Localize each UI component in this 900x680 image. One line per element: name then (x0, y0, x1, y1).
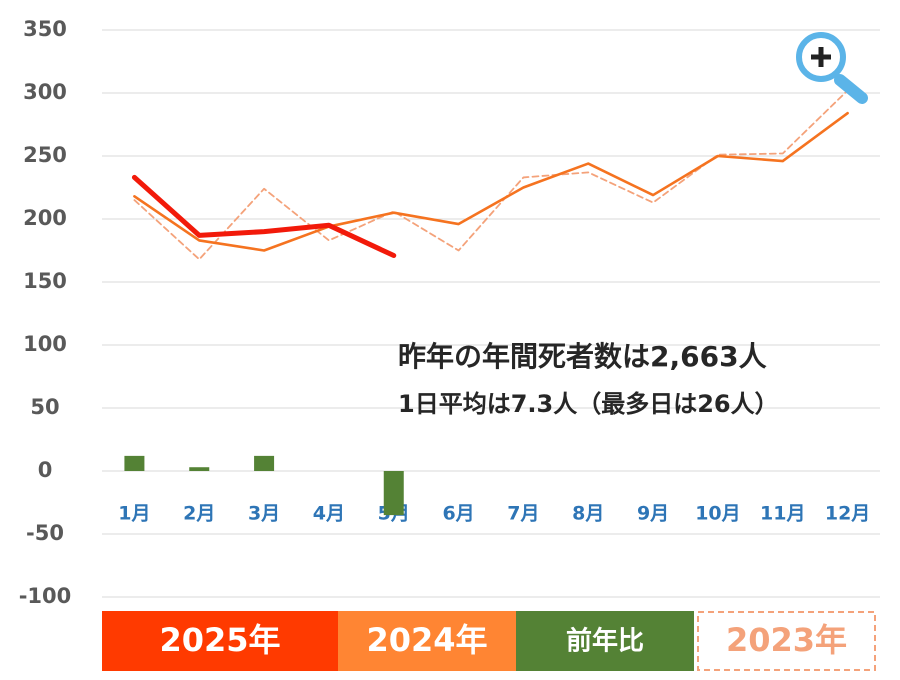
x-tick-label: 8月 (572, 503, 604, 525)
bar (124, 455, 145, 471)
x-tick-label: 1月 (118, 503, 150, 525)
bar (383, 471, 404, 516)
y-tick-label: 50 (30, 395, 59, 419)
legend-label: 2024年 (366, 621, 487, 659)
x-tick-label: 9月 (637, 503, 669, 525)
y-tick-label: -100 (19, 584, 72, 608)
bar (189, 467, 210, 471)
zoom-icon[interactable] (796, 32, 868, 104)
annotation: 1日平均は7.3人（最多日は26人） (398, 390, 779, 418)
legend-label: 2023年 (726, 621, 847, 659)
y-tick-label: 350 (23, 17, 67, 41)
line-series (133, 89, 849, 261)
y-tick-label: 0 (38, 458, 53, 482)
x-tick-label: 6月 (442, 503, 474, 525)
x-tick-label: 3月 (248, 503, 280, 525)
y-tick-label: 200 (23, 206, 67, 230)
legend-swatch (697, 611, 876, 671)
x-tick-label: 11月 (760, 503, 805, 525)
y-tick-label: 150 (23, 269, 67, 293)
x-tick-label: 2月 (183, 503, 215, 525)
y-tick-label: 100 (23, 332, 67, 356)
legend-swatch (338, 611, 516, 671)
annotation: 昨年の年間死者数は2,663人 (398, 340, 767, 373)
y-tick-label: 250 (23, 143, 67, 167)
line-series (133, 111, 849, 252)
line-series (131, 174, 397, 259)
legend-label: 前年比 (566, 626, 644, 657)
legend-swatch (102, 611, 338, 671)
legend-swatch (516, 611, 694, 671)
legend-label: 2025年 (159, 621, 280, 659)
x-tick-label: 7月 (507, 503, 539, 525)
y-tick-label: -50 (26, 521, 64, 545)
y-tick-label: 300 (23, 80, 67, 104)
x-tick-label: 4月 (313, 503, 345, 525)
bar (254, 455, 275, 471)
plot: -100-500501001502002503003501月2月3月4月5月6月… (19, 17, 880, 671)
x-tick-label: 12月 (825, 503, 870, 525)
x-tick-label: 10月 (695, 503, 740, 525)
